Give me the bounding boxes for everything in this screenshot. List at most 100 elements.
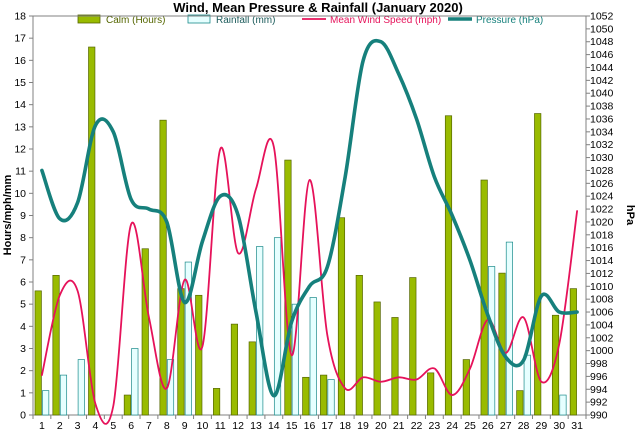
x-tick-label: 25 (464, 420, 476, 432)
x-tick-label: 13 (250, 420, 262, 432)
left-tick-label: 12 (14, 144, 26, 156)
bar (309, 297, 317, 416)
bar (391, 317, 399, 416)
bars-group (34, 46, 577, 416)
x-tick-label: 18 (339, 420, 351, 432)
bar (131, 348, 139, 416)
bar (409, 277, 417, 416)
legend-swatch (77, 14, 101, 24)
right-tick-label: 1014 (590, 255, 614, 267)
left-tick-label: 5 (20, 299, 26, 311)
legend-label: Rainfall (mm) (216, 15, 275, 26)
left-tick-label: 0 (20, 410, 26, 422)
bar (534, 113, 542, 416)
bar (462, 359, 470, 416)
left-tick-label: 11 (15, 166, 26, 178)
right-tick-label: 992 (590, 397, 608, 409)
x-tick-label: 6 (128, 420, 134, 432)
x-tick-label: 16 (304, 420, 316, 432)
right-tick-label: 1016 (590, 242, 614, 254)
right-tick-label: 1020 (590, 216, 614, 228)
x-tick-label: 9 (182, 420, 188, 432)
right-tick-label: 1022 (590, 204, 614, 216)
x-tick-label: 12 (232, 420, 244, 432)
right-axis: 9909929949969981000100210041006100810101… (586, 11, 614, 422)
bar (77, 359, 85, 416)
x-tick-label: 21 (393, 420, 405, 432)
legend-label: Mean Wind Speed (mph) (330, 15, 441, 26)
right-tick-label: 1048 (590, 36, 614, 48)
legend-item: Pressure (hPa) (448, 15, 543, 26)
x-tick-label: 28 (518, 420, 530, 432)
bar (52, 275, 60, 416)
right-tick-label: 998 (590, 358, 608, 370)
legend: Calm (Hours) Rainfall (mm) Mean Wind Speed… (77, 14, 543, 26)
left-tick-label: 16 (14, 55, 26, 67)
y-axis-label-left: Hours/mph/mm (2, 174, 14, 255)
left-tick-label: 6 (20, 277, 26, 289)
bar (141, 248, 149, 416)
bar (327, 379, 335, 416)
x-tick-label: 2 (57, 420, 63, 432)
bar (337, 217, 346, 416)
bar (59, 374, 68, 416)
x-axis: 1 2 3 4 5 6 7 8 9 10 11 12 13 14 15 16 17 18 19 20 21 22 23 24 2… (32, 415, 587, 432)
right-tick-label: 1024 (590, 191, 614, 203)
right-tick-label: 1044 (590, 62, 614, 74)
bar (248, 341, 256, 416)
x-tick-label: 4 (93, 420, 99, 432)
right-tick-label: 1018 (590, 229, 614, 241)
bar (551, 314, 560, 416)
bar (355, 275, 363, 416)
left-tick-label: 9 (20, 210, 26, 222)
bar (320, 374, 328, 416)
left-tick-label: 13 (14, 121, 26, 133)
lines-group (40, 38, 579, 425)
bar (123, 394, 131, 416)
left-tick-label: 2 (20, 365, 26, 377)
x-tick-label: 10 (197, 420, 209, 432)
right-tick-label: 1038 (590, 101, 614, 113)
right-tick-label: 1042 (590, 75, 614, 87)
right-tick-label: 1028 (590, 165, 614, 177)
bar (302, 376, 310, 416)
left-tick-label: 3 (20, 343, 26, 355)
bar (505, 241, 514, 416)
chart-title: Wind, Mean Pressure & Rainfall (January … (173, 0, 463, 15)
right-tick-label: 1030 (590, 152, 614, 164)
right-tick-label: 1006 (590, 307, 614, 319)
bar (42, 390, 50, 416)
bar (444, 115, 453, 416)
right-tick-label: 990 (590, 410, 608, 422)
x-tick-label: 5 (110, 420, 116, 432)
bar-series-0 (34, 46, 577, 416)
x-tick-label: 11 (215, 420, 226, 432)
right-tick-label: 1004 (590, 319, 614, 331)
bar (88, 46, 96, 416)
wind-speed-line (41, 137, 578, 425)
right-tick-label: 1046 (590, 49, 614, 61)
bar (284, 159, 292, 416)
right-tick-label: 1032 (590, 139, 614, 151)
right-tick-label: 1040 (590, 88, 614, 100)
bar (230, 323, 238, 416)
y-axis-label-right: hPa (624, 205, 635, 226)
right-tick-label: 996 (590, 371, 608, 383)
right-tick-label: 1010 (590, 281, 614, 293)
bar (213, 388, 221, 416)
bar (559, 394, 567, 416)
legend-item: Calm (Hours) (77, 14, 165, 26)
bar (373, 301, 381, 416)
legend-label: Calm (Hours) (106, 15, 165, 26)
legend-label: Pressure (hPa) (476, 15, 543, 26)
x-tick-label: 1 (39, 420, 45, 432)
left-tick-label: 15 (14, 77, 26, 89)
right-tick-label: 994 (590, 384, 608, 396)
bar (427, 372, 435, 416)
x-tick-label: 20 (375, 420, 387, 432)
left-tick-label: 4 (20, 321, 26, 333)
bar (184, 261, 192, 416)
